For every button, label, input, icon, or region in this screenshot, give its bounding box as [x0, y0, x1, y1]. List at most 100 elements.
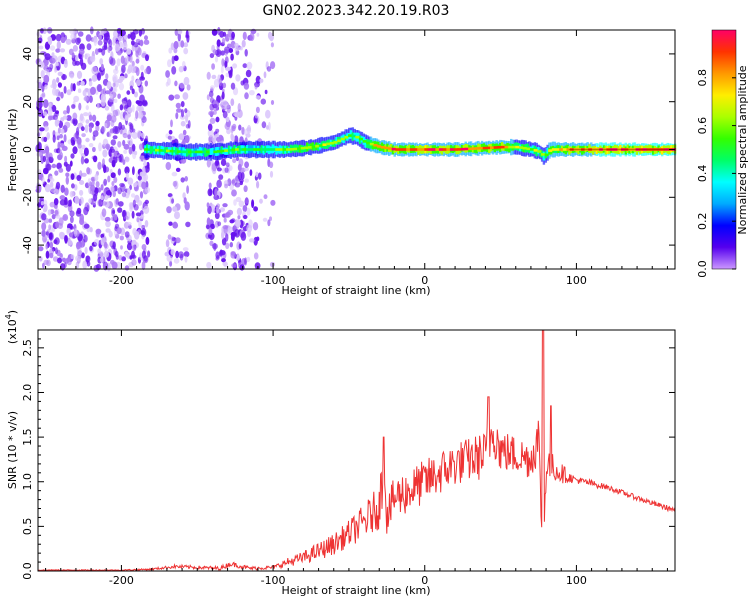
noise-speck — [64, 187, 69, 196]
noise-speck — [81, 144, 86, 150]
noise-speck — [244, 257, 248, 266]
noise-speck — [143, 39, 150, 45]
noise-speck — [243, 185, 248, 193]
snr-x-tick-label: -200 — [109, 574, 134, 587]
noise-speck — [140, 64, 145, 71]
noise-speck — [136, 217, 140, 223]
noise-speck — [168, 221, 173, 226]
noise-speck — [55, 181, 61, 190]
noise-speck — [138, 84, 144, 94]
noise-speck — [209, 53, 215, 59]
ridge-core — [275, 148, 280, 151]
noise-speck — [103, 178, 108, 186]
noise-speck — [43, 203, 48, 212]
ridge-band — [364, 139, 367, 148]
noise-speck — [88, 80, 93, 87]
noise-speck — [142, 161, 148, 167]
noise-speck — [84, 158, 89, 164]
noise-speck — [47, 178, 51, 183]
noise-speck — [106, 114, 112, 122]
noise-speck — [67, 199, 72, 207]
noise-speck — [174, 211, 180, 220]
noise-speck — [80, 80, 85, 86]
noise-speck — [238, 200, 245, 208]
noise-speck — [119, 75, 125, 81]
noise-speck — [124, 231, 130, 238]
noise-speck — [128, 146, 133, 155]
noise-speck — [85, 255, 91, 263]
noise-speck — [231, 189, 237, 197]
ridge-core — [158, 149, 163, 152]
noise-speck — [105, 190, 112, 196]
noise-speck — [80, 240, 85, 248]
noise-speck — [183, 197, 187, 204]
noise-speck — [90, 86, 96, 95]
noise-speck — [79, 115, 85, 124]
noise-speck — [111, 181, 115, 187]
noise-speck — [210, 85, 215, 90]
ridge-core — [318, 144, 323, 147]
noise-speck — [65, 172, 70, 178]
noise-speck — [79, 189, 84, 196]
ridge-core — [198, 150, 203, 154]
noise-speck — [93, 264, 100, 272]
noise-speck — [173, 258, 180, 264]
noise-speck — [74, 228, 78, 237]
noise-speck — [102, 158, 105, 167]
noise-speck — [52, 134, 56, 143]
noise-speck — [97, 72, 101, 81]
noise-speck — [117, 93, 121, 99]
colorbar: 0.0 0.2 0.4 0.6 0.8 Normalized spectral ampl… — [696, 29, 749, 278]
noise-speck — [133, 231, 140, 240]
noise-speck — [144, 220, 149, 228]
noise-speck — [183, 47, 189, 55]
noise-speck — [83, 206, 89, 216]
spec-x-tick-label: 100 — [566, 274, 587, 287]
colorbar-tick-label: 0.2 — [696, 212, 709, 230]
noise-speck — [132, 244, 137, 252]
noise-region — [205, 27, 250, 271]
noise-speck — [90, 55, 96, 62]
noise-speck — [253, 206, 258, 212]
noise-speck — [222, 225, 229, 230]
noise-speck — [215, 206, 219, 214]
ridge-core — [380, 146, 385, 149]
noise-speck — [135, 212, 142, 217]
ridge-core — [209, 150, 214, 154]
noise-speck — [167, 234, 172, 240]
noise-speck — [255, 106, 260, 114]
noise-speck — [254, 262, 261, 270]
noise-speck — [51, 163, 57, 169]
snr-x-tick-label: 0 — [421, 574, 428, 587]
noise-speck — [113, 68, 119, 75]
ridge-core — [253, 148, 258, 151]
noise-speck — [227, 226, 233, 234]
noise-speck — [57, 141, 61, 150]
noise-speck — [130, 31, 136, 41]
noise-speck — [221, 91, 225, 100]
noise-speck — [221, 258, 226, 263]
noise-speck — [184, 108, 188, 114]
ridge-core — [442, 148, 447, 151]
noise-speck — [237, 109, 243, 119]
noise-speck — [245, 69, 252, 78]
noise-speck — [240, 231, 247, 241]
noise-speck — [110, 185, 114, 193]
noise-speck — [48, 218, 53, 223]
noise-speck — [124, 265, 130, 271]
noise-speck — [249, 238, 255, 243]
noise-speck — [131, 88, 135, 95]
spec-y-tick-label: -40 — [21, 236, 34, 254]
noise-speck — [70, 82, 74, 92]
noise-speck — [164, 251, 170, 257]
noise-speck — [134, 91, 138, 98]
noise-speck — [53, 198, 59, 206]
noise-speck — [136, 105, 141, 112]
ridge-core — [286, 148, 291, 151]
noise-speck — [55, 61, 59, 67]
noise-speck — [207, 123, 213, 131]
noise-speck — [235, 196, 242, 203]
ridge-core — [384, 146, 389, 150]
noise-speck — [221, 37, 226, 45]
ridge-core — [409, 148, 414, 151]
